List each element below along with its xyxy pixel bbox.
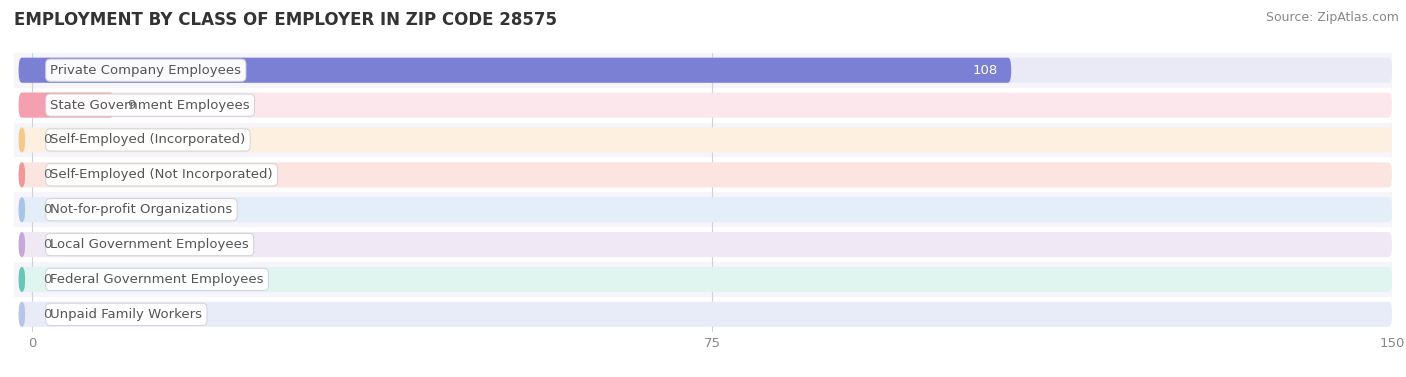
- Text: 0: 0: [44, 133, 52, 146]
- Text: Source: ZipAtlas.com: Source: ZipAtlas.com: [1265, 11, 1399, 24]
- Text: 0: 0: [44, 203, 52, 216]
- Text: 0: 0: [44, 238, 52, 251]
- Text: 0: 0: [44, 169, 52, 181]
- FancyBboxPatch shape: [18, 58, 1011, 83]
- Text: 9: 9: [128, 99, 136, 112]
- Bar: [14, 192, 1392, 227]
- Bar: [14, 297, 1392, 332]
- Text: Local Government Employees: Local Government Employees: [51, 238, 249, 251]
- Text: 108: 108: [973, 64, 998, 77]
- Bar: [14, 227, 1392, 262]
- Text: Private Company Employees: Private Company Employees: [51, 64, 242, 77]
- Bar: [14, 87, 1392, 123]
- Bar: [14, 262, 1392, 297]
- FancyBboxPatch shape: [18, 197, 1392, 222]
- FancyBboxPatch shape: [18, 267, 25, 292]
- Text: Federal Government Employees: Federal Government Employees: [51, 273, 264, 286]
- Text: 0: 0: [44, 273, 52, 286]
- FancyBboxPatch shape: [18, 92, 1392, 118]
- Text: 0: 0: [44, 308, 52, 321]
- FancyBboxPatch shape: [18, 127, 25, 153]
- FancyBboxPatch shape: [18, 232, 25, 257]
- FancyBboxPatch shape: [18, 162, 25, 187]
- FancyBboxPatch shape: [18, 232, 1392, 257]
- FancyBboxPatch shape: [18, 302, 25, 327]
- FancyBboxPatch shape: [18, 267, 1392, 292]
- FancyBboxPatch shape: [18, 127, 1392, 153]
- Text: Unpaid Family Workers: Unpaid Family Workers: [51, 308, 202, 321]
- Bar: [14, 123, 1392, 158]
- Text: Self-Employed (Not Incorporated): Self-Employed (Not Incorporated): [51, 169, 273, 181]
- Text: EMPLOYMENT BY CLASS OF EMPLOYER IN ZIP CODE 28575: EMPLOYMENT BY CLASS OF EMPLOYER IN ZIP C…: [14, 11, 557, 29]
- Bar: [14, 158, 1392, 192]
- FancyBboxPatch shape: [18, 197, 25, 222]
- FancyBboxPatch shape: [18, 302, 1392, 327]
- Bar: [14, 53, 1392, 88]
- FancyBboxPatch shape: [18, 92, 114, 118]
- Text: Self-Employed (Incorporated): Self-Employed (Incorporated): [51, 133, 246, 146]
- FancyBboxPatch shape: [18, 162, 1392, 187]
- Text: Not-for-profit Organizations: Not-for-profit Organizations: [51, 203, 232, 216]
- Text: State Government Employees: State Government Employees: [51, 99, 250, 112]
- FancyBboxPatch shape: [18, 58, 1392, 83]
